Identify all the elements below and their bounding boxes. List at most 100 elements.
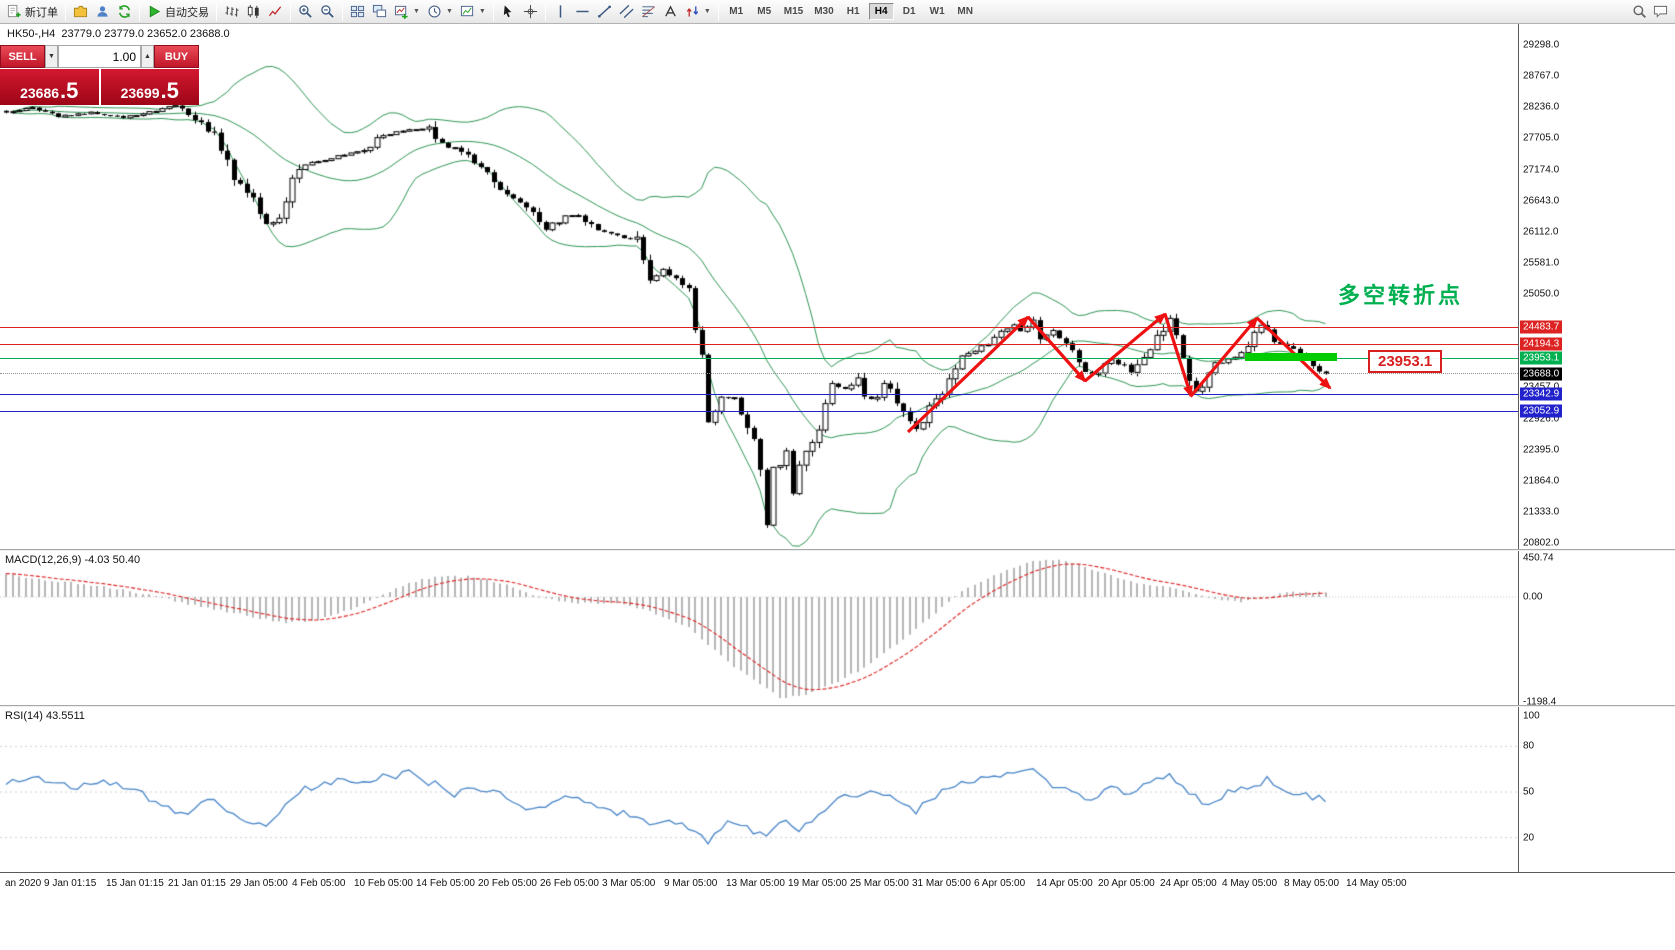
zoom-out-icon [320,4,335,19]
sell-price-main: 23686 [20,85,60,102]
time-label: 4 May 05:00 [1222,878,1278,889]
main-chart-pane: 多空转折点 23953.1 HK50-,H4 23779.0 23779.0 2… [0,24,1518,549]
price-tick: 28236.0 [1523,101,1560,113]
timeframe-h4[interactable]: H4 [868,3,894,20]
chevron-down-icon: ▼ [478,8,486,15]
price-callout-label[interactable]: 23953.1 [1368,350,1443,373]
main-chart-canvas[interactable] [0,24,1518,549]
new-order-button[interactable]: 新订单 [4,2,61,22]
toolbar-separator [492,2,494,21]
vertical-line-icon [553,4,568,19]
pane-splitter[interactable] [0,705,1675,707]
charts-button[interactable] [70,2,91,22]
level-line-23953.1[interactable] [0,357,1518,359]
chevron-down-icon: ▼ [445,8,453,15]
rsi-tick: 20 [1523,832,1535,844]
bar-chart-button[interactable] [221,2,242,22]
autotrading-button[interactable]: 自动交易 [144,2,212,22]
timeframe-mn[interactable]: MN [957,6,973,17]
level-line-24194.3[interactable] [0,343,1518,345]
level-line-24483.7[interactable] [0,326,1518,328]
toolbar-separator [544,2,546,21]
chat-button[interactable] [1650,2,1671,22]
volume-increase-button[interactable]: ▲ [141,45,154,68]
text-button[interactable] [660,2,681,22]
sell-button[interactable]: SELL [0,45,45,68]
rsi-axis[interactable]: 100 80 50 20 [1518,707,1675,872]
time-label: 26 Feb 05:00 [540,878,599,889]
turning-point-annotation-text[interactable]: 多空转折点 [1338,283,1464,308]
price-level-label: 23342.9 [1520,387,1563,401]
zoom-out-button[interactable] [317,2,338,22]
level-line-23342.9[interactable] [0,393,1518,395]
buy-price-main: 23699 [120,85,160,102]
timeframe-m30[interactable]: M30 [814,6,834,17]
rsi-tick: 100 [1523,710,1540,722]
one-click-trading-panel: SELL ▼ ▲ BUY 23686 .5 23699 .5 [0,45,199,105]
price-tick: 25581.0 [1523,257,1560,269]
timeframe-w1[interactable]: W1 [929,6,945,17]
channel-icon [619,4,634,19]
volume-decrease-button[interactable]: ▼ [45,45,58,68]
search-button[interactable] [1629,2,1650,22]
community-icon [117,4,132,19]
macd-canvas[interactable] [0,551,1518,705]
channel-button[interactable] [616,2,637,22]
timeframe-m5[interactable]: M5 [757,6,772,17]
price-tick: 20802.0 [1523,537,1560,549]
sell-price[interactable]: 23686 .5 [0,69,99,105]
price-tick: 21333.0 [1523,506,1560,518]
autotrading-button-label: 自动交易 [165,6,209,19]
horizontal-line-icon [575,4,590,19]
arrange-windows-button[interactable] [369,2,390,22]
horizontal-line-button[interactable] [572,2,593,22]
candlestick-button[interactable] [243,2,264,22]
macd-axis[interactable]: 450.74 0.00 -1198.4 [1518,551,1675,705]
rsi-canvas[interactable] [0,707,1518,872]
trendline-icon [597,4,612,19]
tile-windows-button[interactable] [347,2,368,22]
timeframe-d1[interactable]: D1 [902,6,916,17]
price-tick: 23457.0 [1523,382,1559,393]
rsi-tick: 80 [1523,740,1535,752]
buy-price[interactable]: 23699 .5 [100,69,199,105]
time-label: 10 Feb 05:00 [354,878,413,889]
support-highlight-bar[interactable] [1245,353,1337,361]
rsi-label: RSI(14) 43.5511 [5,710,85,722]
price-level-label: 23688.0 [1520,367,1563,381]
timeframe-h1[interactable]: H1 [846,6,860,17]
level-line-23688.0[interactable] [0,373,1518,375]
arrows-button[interactable]: ▼ [682,2,714,22]
trendline-button[interactable] [594,2,615,22]
fibonacci-button[interactable] [638,2,659,22]
period-button[interactable]: ▼ [424,2,456,22]
pane-splitter[interactable] [0,549,1675,551]
sell-price-fraction: .5 [60,78,79,104]
tile-windows-icon [350,4,365,19]
buy-price-fraction: .5 [160,78,179,104]
chart-folder-icon [73,4,88,19]
volume-input[interactable] [58,45,141,68]
time-label: 6 Apr 05:00 [974,878,1026,889]
community-button[interactable] [114,2,135,22]
line-chart-icon [268,4,283,19]
level-line-23052.9[interactable] [0,410,1518,412]
clock-icon [427,4,442,19]
vertical-line-button[interactable] [550,2,571,22]
timeframe-m1[interactable]: M1 [729,6,744,17]
time-label: 14 May 05:00 [1346,878,1407,889]
timeframe-m15[interactable]: M15 [783,6,804,17]
cursor-button[interactable] [498,2,519,22]
macd-tick: 0.00 [1523,591,1543,603]
template-button[interactable]: ▼ [457,2,489,22]
line-chart-button[interactable] [265,2,286,22]
zoom-in-button[interactable] [295,2,316,22]
profile-button[interactable] [92,2,113,22]
price-axis[interactable]: 29298.0 28767.0 28236.0 27705.0 27174.0 26643… [1518,24,1675,549]
buy-button[interactable]: BUY [154,45,199,68]
new-chart-button[interactable]: ▼ [391,2,423,22]
crosshair-button[interactable] [520,2,541,22]
time-label: 8 May 05:00 [1284,878,1340,889]
time-axis[interactable]: an 2020 9 Jan 01:15 15 Jan 01:15 21 Jan 01:… [0,872,1675,894]
